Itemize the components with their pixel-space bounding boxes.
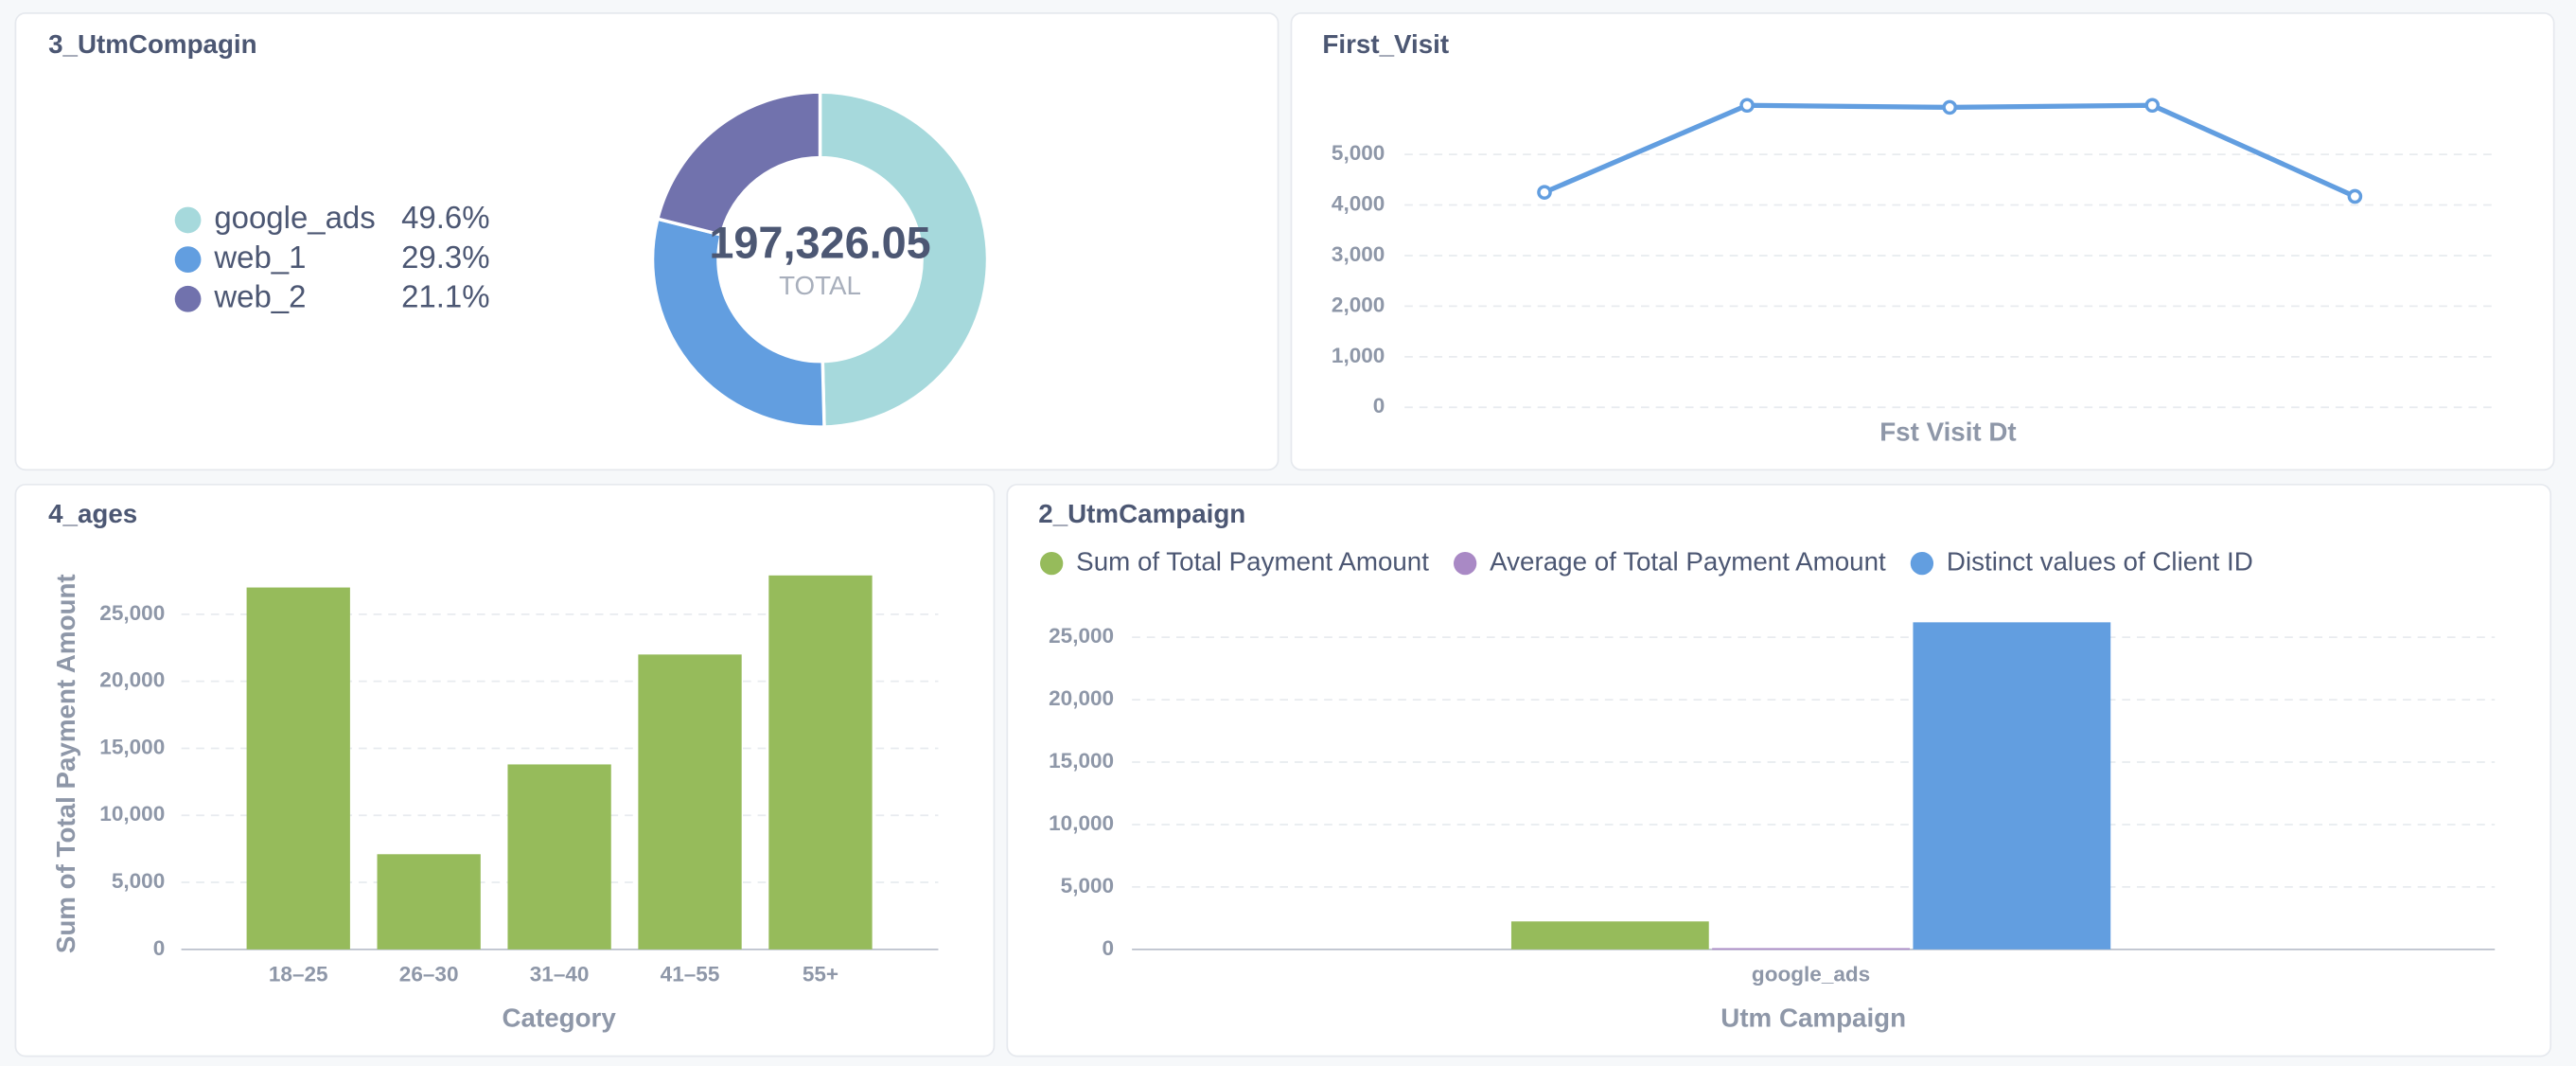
bar [1510, 921, 1709, 950]
point [1739, 98, 1755, 114]
x-tick-label: 26–30 [399, 963, 459, 986]
legend-marker [174, 285, 202, 312]
card-title: 3_UtmCompagin [48, 29, 256, 59]
x-tick-label: 41–55 [661, 963, 720, 986]
y-tick-label: 10,000 [99, 802, 165, 826]
y-tick-label: 20,000 [99, 668, 165, 692]
x-tick-label: 31–40 [530, 963, 590, 986]
y-tick-label: 5,000 [1061, 874, 1114, 897]
bar [768, 575, 873, 950]
card [14, 12, 1279, 471]
bar [1913, 622, 2111, 950]
y-axis-title: Sum of Total Payment Amount [51, 574, 80, 953]
y-tick-label: 1,000 [1332, 344, 1385, 367]
bar [1712, 948, 1910, 951]
y-tick-label: 0 [153, 936, 166, 960]
point [1537, 185, 1552, 200]
bar [507, 764, 611, 950]
point [1942, 99, 1958, 115]
x-axis-title: Fst Visit Dt [1879, 417, 2016, 446]
x-tick-label: 55+ [803, 963, 838, 986]
x-tick-label: google_ads [1752, 963, 1870, 986]
x-tick-label: 18–25 [269, 963, 328, 986]
legend-label: Distinct values of Client ID [1947, 546, 2253, 576]
donut-slice [818, 90, 990, 429]
y-tick-label: 10,000 [1049, 811, 1114, 835]
y-tick-label: 15,000 [99, 735, 165, 758]
y-tick-label: 0 [1373, 394, 1385, 418]
y-tick-label: 3,000 [1332, 242, 1385, 266]
legend-marker [1040, 551, 1064, 576]
legend-label: web_1 [213, 240, 306, 275]
bar [638, 654, 742, 950]
card-title: 2_UtmCampaign [1038, 499, 1245, 528]
card [1290, 12, 2555, 471]
y-tick-label: 4,000 [1332, 191, 1385, 215]
legend-value: 29.3% [401, 240, 489, 275]
x-axis-title: Utm Campaign [1720, 1004, 1906, 1033]
point [2144, 98, 2161, 114]
x-axis-title: Category [503, 1004, 617, 1033]
legend-value: 21.1% [401, 278, 489, 313]
bar [246, 587, 350, 950]
card [1006, 483, 2552, 1057]
legend-value: 49.6% [401, 200, 489, 235]
card-title: 4_ages [48, 499, 137, 528]
legend-label: web_2 [213, 278, 306, 313]
legend-marker [1453, 551, 1477, 576]
y-tick-label: 0 [1103, 936, 1115, 960]
card-title: First_Visit [1322, 29, 1449, 59]
center-caption: TOTAL [779, 271, 861, 300]
legend-label: google_ads [214, 200, 375, 235]
donut-slice [650, 217, 826, 429]
legend-marker [174, 206, 202, 234]
y-tick-label: 2,000 [1332, 293, 1385, 316]
point [2347, 188, 2363, 204]
donut-slice [655, 90, 822, 238]
legend-marker [1910, 551, 1934, 576]
y-tick-label: 15,000 [1049, 749, 1114, 773]
bar [377, 854, 481, 950]
center-total: 197,326.05 [709, 219, 930, 268]
y-tick-label: 5,000 [112, 869, 165, 893]
y-tick-label: 25,000 [99, 601, 165, 625]
legend-marker [174, 246, 202, 274]
legend-label: Sum of Total Payment Amount [1076, 546, 1429, 576]
y-tick-label: 25,000 [1049, 624, 1114, 648]
y-tick-label: 5,000 [1332, 141, 1385, 165]
legend-label: Average of Total Payment Amount [1490, 546, 1886, 576]
y-tick-label: 20,000 [1049, 686, 1114, 710]
